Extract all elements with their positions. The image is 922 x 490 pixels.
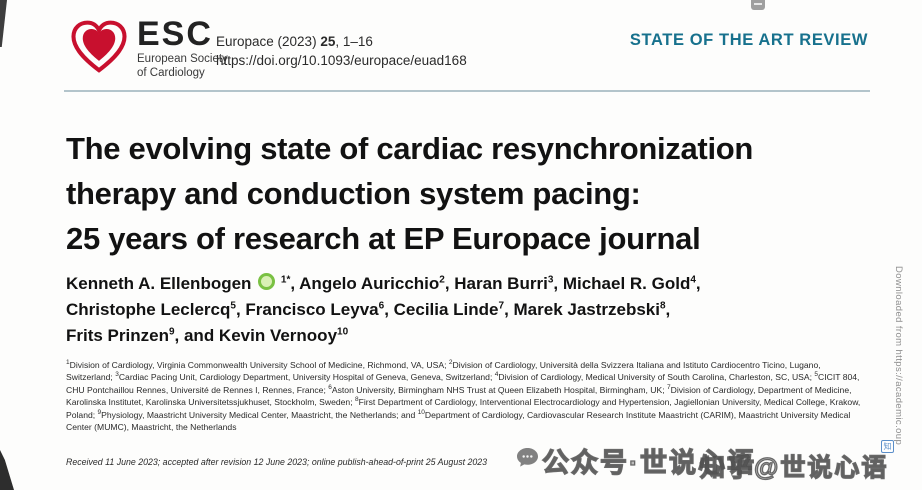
citation-line: Europace (2023) 25, 1–16 bbox=[216, 32, 467, 51]
citation-pages: , 1–16 bbox=[335, 34, 373, 49]
citation-volume: 25 bbox=[320, 34, 336, 49]
watermark-zhihu: 知乎@世说心语 bbox=[699, 453, 889, 482]
author-line-1: Kenneth A. Ellenbogen 1*, Angelo Auricch… bbox=[66, 273, 701, 293]
author-line-2: Christophe Leclercq5, Francisco Leyva6, … bbox=[66, 300, 671, 319]
title-line-3: 25 years of research at EP Europace jour… bbox=[66, 221, 701, 256]
affiliations-block: 1Division of Cardiology, Virginia Common… bbox=[66, 359, 861, 433]
esc-society-line2: of Cardiology bbox=[137, 66, 205, 79]
esc-logo: ESC European Society of Cardiology bbox=[70, 16, 228, 79]
esc-abbr: ESC bbox=[137, 15, 213, 53]
header-divider bbox=[64, 90, 870, 92]
esc-society-line1: European Society bbox=[137, 53, 228, 65]
scan-edge-artifact-bottom bbox=[0, 450, 14, 490]
watermark-wechat: 公众号·世说心语 bbox=[541, 447, 756, 478]
doi-link[interactable]: https://doi.org/10.1093/europace/euad168 bbox=[216, 53, 467, 68]
doi-line: https://doi.org/10.1093/europace/euad168 bbox=[216, 51, 467, 70]
article-title: The evolving state of cardiac resynchron… bbox=[66, 126, 886, 261]
author-list: Kenneth A. Ellenbogen 1*, Angelo Auricch… bbox=[66, 271, 886, 349]
chat-bubble-icon bbox=[517, 447, 538, 467]
title-line-1: The evolving state of cardiac resynchron… bbox=[66, 131, 754, 166]
scan-edge-artifact-top bbox=[0, 0, 7, 47]
citation-journal: Europace (2023) bbox=[216, 34, 321, 49]
author-line-3: Frits Prinzen9, and Kevin Vernooy10 bbox=[66, 326, 349, 345]
esc-logo-text: ESC European Society of Cardiology bbox=[137, 16, 228, 79]
citation-block: Europace (2023) 25, 1–16 https://doi.org… bbox=[216, 32, 467, 70]
esc-heart-icon bbox=[71, 20, 127, 73]
zhihu-logo-icon: 知 bbox=[881, 440, 894, 453]
title-line-2: therapy and conduction system pacing: bbox=[66, 176, 641, 211]
article-type-label: STATE OF THE ART REVIEW bbox=[629, 31, 868, 49]
orcid-icon bbox=[258, 273, 276, 290]
download-source-note: Downloaded from https://academic.oup bbox=[893, 266, 904, 446]
corner-ui-icon bbox=[751, 0, 765, 10]
received-dates-line: Received 11 June 2023; accepted after re… bbox=[66, 457, 488, 467]
